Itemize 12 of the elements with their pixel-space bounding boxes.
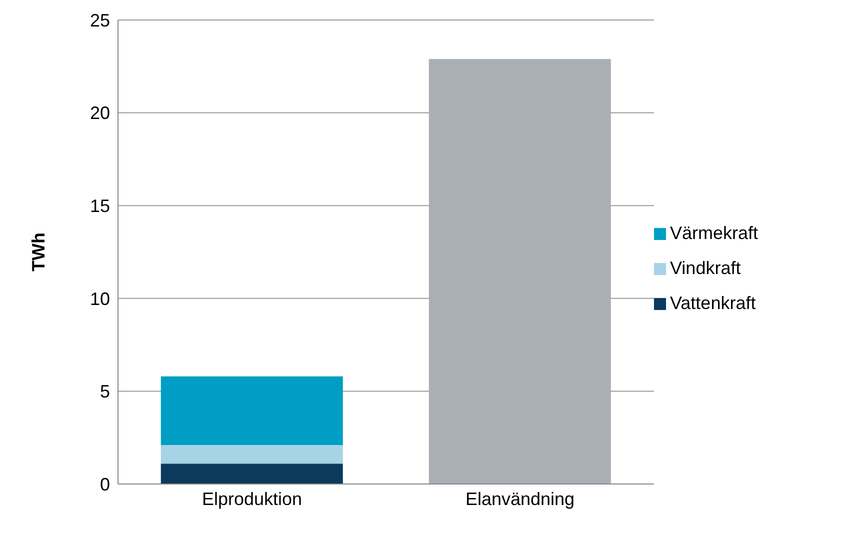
- y-tick-label: 15: [90, 196, 110, 216]
- y-tick-label: 10: [90, 288, 110, 309]
- legend-label: Värmekraft: [670, 223, 758, 244]
- y-tick-label: 5: [100, 382, 110, 402]
- legend-label: Vattenkraft: [670, 293, 756, 314]
- y-tick-label: 20: [90, 103, 110, 124]
- x-tick-label: Elanvändning: [465, 488, 575, 509]
- legend-label: Vindkraft: [670, 258, 741, 279]
- y-axis-title: TWh: [28, 232, 48, 272]
- y-tick-label: 0: [100, 474, 110, 494]
- x-tick-label: Elproduktion: [202, 488, 302, 509]
- y-tick-label: 25: [90, 10, 110, 30]
